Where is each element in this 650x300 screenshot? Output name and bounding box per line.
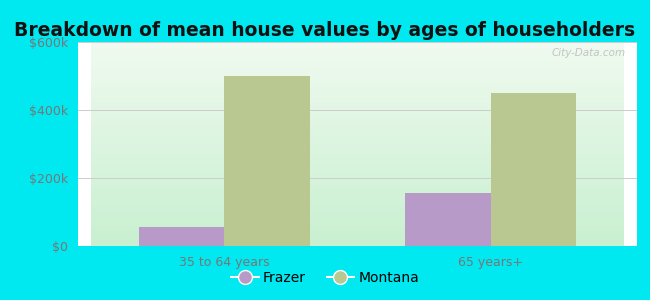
Bar xyxy=(139,227,224,246)
Bar xyxy=(491,93,576,246)
Bar xyxy=(224,76,309,246)
Text: City-Data.com: City-Data.com xyxy=(552,48,626,58)
Text: Breakdown of mean house values by ages of householders: Breakdown of mean house values by ages o… xyxy=(14,21,636,40)
Bar xyxy=(406,193,491,246)
Legend: Frazer, Montana: Frazer, Montana xyxy=(225,265,425,290)
